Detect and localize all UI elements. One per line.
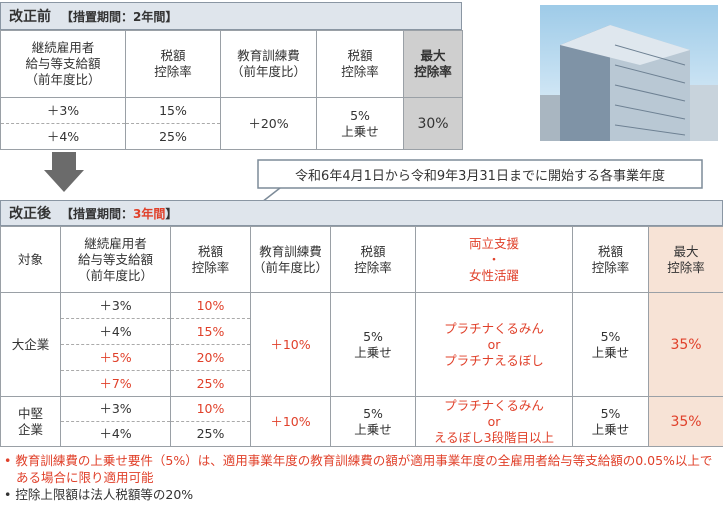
period: 【措置期間：2年間】 (61, 9, 178, 24)
header-cell: 対象 (0, 226, 61, 293)
cell: ＋3% (0, 97, 126, 124)
header-cell: 両立支援 ・ 女性活躍 (415, 226, 573, 293)
period-highlight: 3年間 (133, 206, 166, 221)
cell: 25% (170, 421, 251, 447)
cell: 5% 上乗せ (330, 396, 416, 447)
cell: 35% (648, 292, 723, 397)
building-illustration (540, 5, 718, 141)
header-cell: 税額 控除率 (330, 226, 416, 293)
cell: 5% 上乗せ (572, 292, 649, 397)
target: 大企業 (0, 292, 61, 397)
cell: 15% (170, 318, 251, 345)
cell: 20% (170, 344, 251, 371)
note-text: 控除上限額は法人税額等の20% (15, 487, 194, 502)
cell: ＋20% (220, 97, 317, 150)
cell: 25% (170, 370, 251, 397)
header-cell: 最大 控除率 (648, 226, 723, 293)
cell: 5% 上乗せ (330, 292, 416, 397)
heading: 改正後 (9, 206, 51, 222)
header-cell: 税額 控除率 (170, 226, 251, 293)
cell: 5% 上乗せ (572, 396, 649, 447)
header-cell: 税額 控除率 (125, 30, 221, 98)
before-header: 改正前 【措置期間：2年間】 (0, 2, 462, 30)
cell: ＋10% (250, 396, 331, 447)
header-cell: 継続雇用者 給与等支給額 （前年度比） (0, 30, 126, 98)
cell: ＋3% (60, 292, 171, 319)
cell: 15% (125, 97, 221, 124)
header-cell: 継続雇用者 給与等支給額 （前年度比） (60, 226, 171, 293)
cell: ＋4% (60, 318, 171, 345)
cell: プラチナくるみん or えるぼし3段階目以上 (415, 396, 573, 447)
callout-frame (257, 159, 703, 203)
cell: プラチナくるみん or プラチナえるぼし (415, 292, 573, 397)
note: • 控除上限額は法人税額等の20% (4, 487, 194, 502)
notes: • 教育訓練費の上乗せ要件（5%）は、適用事業年度の教育訓練費の額が適用事業年度… (4, 452, 719, 503)
header-cell: 税額 控除率 (316, 30, 404, 98)
cell: ＋7% (60, 370, 171, 397)
after-table: 対象 継続雇用者 給与等支給額 （前年度比） 税額 控除率 教育訓練費 （前年度… (0, 226, 723, 447)
cell: ＋5% (60, 344, 171, 371)
cell: 30% (403, 97, 463, 150)
after-header: 改正後 【措置期間：3年間】 (0, 200, 723, 226)
down-arrow (44, 152, 84, 192)
cell: 5% 上乗せ (316, 97, 404, 150)
period-prefix: 【措置期間： (61, 206, 134, 221)
before-table: 継続雇用者 給与等支給額 （前年度比） 税額 控除率 教育訓練費 （前年度比） … (0, 30, 463, 150)
cell: ＋4% (60, 421, 171, 447)
cell: ＋4% (0, 123, 126, 150)
header-cell: 教育訓練費 （前年度比） (220, 30, 317, 98)
period-suffix: 】 (165, 206, 178, 221)
header-cell: 最大 控除率 (403, 30, 463, 98)
cell: 10% (170, 396, 251, 422)
cell: ＋3% (60, 396, 171, 422)
cell: 35% (648, 396, 723, 447)
cell: ＋10% (250, 292, 331, 397)
header-cell: 税額 控除率 (572, 226, 649, 293)
target: 中堅 企業 (0, 396, 61, 447)
date-range: 令和6年4月1日から令和9年3月31日までに開始する各事業年度 (295, 168, 665, 184)
period: 【措置期間：3年間】 (61, 205, 177, 222)
note: • 教育訓練費の上乗せ要件（5%）は、適用事業年度の教育訓練費の額が適用事業年度… (4, 453, 713, 485)
cell: 10% (170, 292, 251, 319)
header-cell: 教育訓練費 （前年度比） (250, 226, 331, 293)
note-text: 教育訓練費の上乗せ要件（5%）は、適用事業年度の教育訓練費の額が適用事業年度の全… (15, 453, 713, 485)
heading: 改正前 (9, 9, 51, 25)
cell: 25% (125, 123, 221, 150)
